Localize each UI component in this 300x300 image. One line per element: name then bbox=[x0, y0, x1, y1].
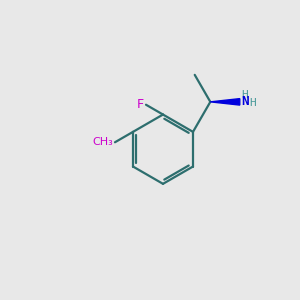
Text: H: H bbox=[249, 98, 256, 108]
Text: N: N bbox=[241, 95, 249, 108]
Polygon shape bbox=[210, 99, 240, 105]
Text: F: F bbox=[136, 98, 144, 111]
Text: H: H bbox=[242, 90, 248, 100]
Text: CH₃: CH₃ bbox=[92, 137, 113, 147]
